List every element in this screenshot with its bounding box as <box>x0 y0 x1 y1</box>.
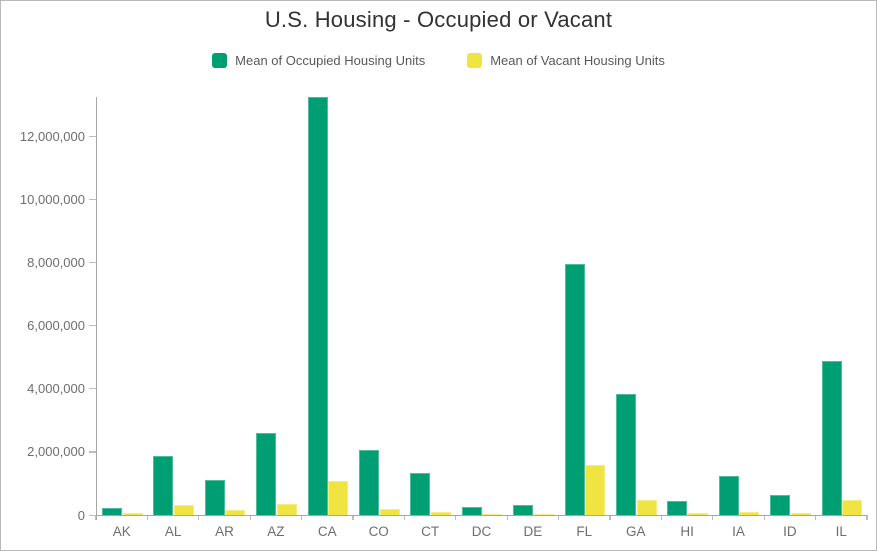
bar-occupied-dc[interactable] <box>461 507 482 515</box>
chart-legend: Mean of Occupied Housing Units Mean of V… <box>1 53 876 68</box>
y-tick-label: 12,000,000 <box>19 128 85 144</box>
x-axis-label-fl: FL <box>576 524 593 539</box>
x-tick-mark <box>198 515 200 520</box>
y-tick-label: 6,000,000 <box>27 318 85 334</box>
bar-occupied-id[interactable] <box>770 495 791 515</box>
x-axis-label-al: AL <box>164 524 182 539</box>
y-tick-label: 10,000,000 <box>19 192 85 208</box>
x-axis-label-az: AZ <box>267 524 285 539</box>
bar-occupied-hi[interactable] <box>667 501 688 515</box>
bar-vacant-fl[interactable] <box>585 465 606 515</box>
x-tick-mark <box>815 515 817 520</box>
bar-occupied-al[interactable] <box>153 456 174 515</box>
x-tick-mark <box>249 515 251 520</box>
x-tick-mark <box>763 515 765 520</box>
x-axis-label-ak: AK <box>112 524 131 539</box>
legend-item-occupied[interactable]: Mean of Occupied Housing Units <box>212 53 425 68</box>
y-tick-mark <box>89 199 96 201</box>
x-axis-label-il: IL <box>835 524 847 539</box>
legend-swatch-vacant <box>467 53 483 68</box>
bar-vacant-ca[interactable] <box>328 481 349 515</box>
x-tick-mark <box>403 515 405 520</box>
x-axis-label-dc: DC <box>471 524 492 539</box>
bar-vacant-hi[interactable] <box>687 513 708 515</box>
x-tick-mark <box>712 515 714 520</box>
bar-vacant-ct[interactable] <box>430 512 451 515</box>
legend-label-vacant: Mean of Vacant Housing Units <box>490 53 665 68</box>
x-axis-label-ia: IA <box>732 524 745 539</box>
y-tick-label: 2,000,000 <box>27 444 85 460</box>
bar-occupied-ia[interactable] <box>718 476 739 515</box>
bar-occupied-fl[interactable] <box>564 264 585 515</box>
legend-label-occupied: Mean of Occupied Housing Units <box>235 53 426 68</box>
chart-title: U.S. Housing - Occupied or Vacant <box>264 7 613 32</box>
bar-occupied-il[interactable] <box>821 361 842 515</box>
bar-occupied-co[interactable] <box>359 450 379 515</box>
y-tick-label: 8,000,000 <box>27 255 85 271</box>
x-tick-mark <box>866 515 868 520</box>
x-tick-mark <box>609 515 611 520</box>
x-axis-label-hi: HI <box>680 524 694 539</box>
x-tick-mark <box>660 515 662 520</box>
bar-occupied-ct[interactable] <box>410 473 431 515</box>
y-tick-mark <box>89 262 96 264</box>
bar-vacant-ak[interactable] <box>122 513 143 515</box>
x-axis-label-co: CO <box>368 524 389 539</box>
bar-vacant-az[interactable] <box>276 504 297 515</box>
x-axis <box>96 515 867 517</box>
bar-vacant-dc[interactable] <box>482 514 503 515</box>
y-tick-mark <box>89 135 96 138</box>
bar-occupied-ga[interactable] <box>616 394 636 515</box>
bar-vacant-al[interactable] <box>173 505 194 515</box>
bar-occupied-de[interactable] <box>513 505 534 515</box>
x-axis-label-ct: CT <box>421 524 440 539</box>
bar-vacant-il[interactable] <box>842 500 863 515</box>
bar-occupied-ar[interactable] <box>204 480 225 515</box>
bar-vacant-co[interactable] <box>379 509 400 515</box>
x-tick-mark <box>95 515 97 520</box>
y-axis <box>96 97 98 520</box>
x-axis-label-ga: GA <box>625 524 646 539</box>
x-axis-label-ar: AR <box>215 524 234 539</box>
bar-occupied-ak[interactable] <box>102 508 122 515</box>
y-tick-label: 4,000,000 <box>27 381 85 397</box>
bar-vacant-ia[interactable] <box>739 512 760 515</box>
bar-vacant-ar[interactable] <box>225 510 246 515</box>
bar-vacant-id[interactable] <box>790 513 811 515</box>
y-tick-label: 0 <box>77 507 85 523</box>
y-tick-mark <box>89 325 96 327</box>
x-tick-mark <box>455 515 457 520</box>
legend-swatch-occupied <box>212 53 228 68</box>
legend-item-vacant[interactable]: Mean of Vacant Housing Units <box>467 53 665 68</box>
x-tick-mark <box>352 515 354 520</box>
x-tick-mark <box>558 515 560 520</box>
x-axis-label-de: DE <box>523 524 543 539</box>
x-axis-label-id: ID <box>783 524 797 539</box>
x-tick-mark <box>301 515 303 520</box>
y-tick-mark <box>89 451 96 453</box>
y-tick-mark <box>89 388 96 390</box>
bar-occupied-az[interactable] <box>256 433 277 515</box>
bar-vacant-ga[interactable] <box>636 500 657 515</box>
x-tick-mark <box>506 515 508 520</box>
bar-occupied-ca[interactable] <box>307 97 328 515</box>
bar-vacant-de[interactable] <box>533 514 554 515</box>
x-axis-label-ca: CA <box>317 524 337 539</box>
x-tick-mark <box>146 515 148 520</box>
y-tick-mark <box>89 514 96 516</box>
